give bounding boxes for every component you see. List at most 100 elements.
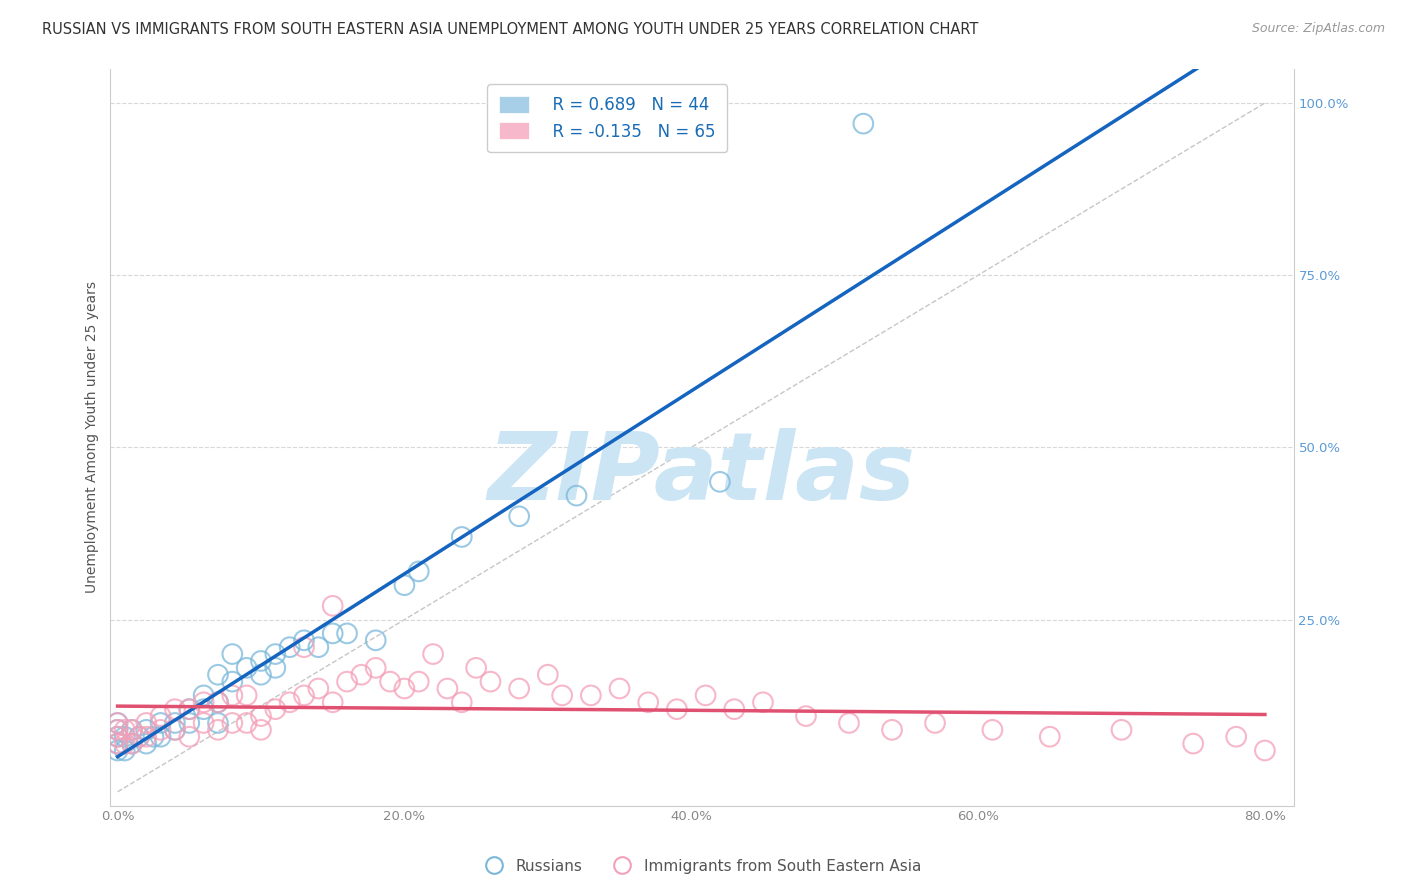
Point [149,730,172,744]
Point [278,695,301,709]
Point [264,647,287,661]
Point [981,723,1004,737]
Point [193,702,215,716]
Point [364,633,387,648]
Point [450,530,472,544]
Point [565,489,588,503]
Point [235,715,257,730]
Point [378,674,401,689]
Point [1254,743,1277,757]
Point [149,709,172,723]
Point [207,695,229,709]
Point [436,681,458,696]
Point [723,702,745,716]
Point [193,715,215,730]
Point [264,661,287,675]
Point [207,667,229,681]
Point [149,723,172,737]
Point [1111,723,1133,737]
Point [307,681,329,696]
Point [278,640,301,655]
Point [394,681,416,696]
Legend:   R = 0.689   N = 44,   R = -0.135   N = 65: R = 0.689 N = 44, R = -0.135 N = 65 [488,84,727,153]
Point [179,702,201,716]
Point [121,737,143,751]
Point [135,737,157,751]
Point [508,681,530,696]
Point [107,730,129,744]
Point [852,117,875,131]
Point [221,715,243,730]
Point [114,743,136,757]
Point [1225,730,1247,744]
Point [107,737,129,751]
Y-axis label: Unemployment Among Youth under 25 years: Unemployment Among Youth under 25 years [86,281,100,593]
Point [207,695,229,709]
Point [114,723,136,737]
Point [838,715,860,730]
Point [250,709,273,723]
Point [107,743,129,757]
Point [163,723,186,737]
Point [609,681,631,696]
Point [121,723,143,737]
Point [193,689,215,703]
Point [322,599,344,613]
Point [1039,730,1062,744]
Point [794,709,817,723]
Point [221,689,243,703]
Point [193,695,215,709]
Point [264,702,287,716]
Point [250,723,273,737]
Point [221,674,243,689]
Point [307,640,329,655]
Point [250,667,273,681]
Point [235,689,257,703]
Point [163,715,186,730]
Point [637,695,659,709]
Point [114,737,136,751]
Point [107,737,129,751]
Point [479,674,502,689]
Point [752,695,775,709]
Point [107,723,129,737]
Point [394,578,416,592]
Point [163,702,186,716]
Point [336,674,359,689]
Point [450,695,472,709]
Point [121,723,143,737]
Point [142,730,165,744]
Legend: Russians, Immigrants from South Eastern Asia: Russians, Immigrants from South Eastern … [479,853,927,880]
Point [107,715,129,730]
Point [508,509,530,524]
Text: ZIPatlas: ZIPatlas [488,428,917,520]
Point [207,715,229,730]
Point [336,626,359,640]
Point [422,647,444,661]
Point [665,702,688,716]
Point [292,640,315,655]
Text: Source: ZipAtlas.com: Source: ZipAtlas.com [1251,22,1385,36]
Point [408,565,430,579]
Point [128,730,150,744]
Point [350,667,373,681]
Point [292,633,315,648]
Point [322,695,344,709]
Point [121,737,143,751]
Point [537,667,560,681]
Point [149,715,172,730]
Point [924,715,946,730]
Point [179,730,201,744]
Point [250,654,273,668]
Point [179,702,201,716]
Point [114,730,136,744]
Point [709,475,731,489]
Point [579,689,602,703]
Point [207,723,229,737]
Point [235,661,257,675]
Point [179,715,201,730]
Point [163,723,186,737]
Point [221,647,243,661]
Point [465,661,488,675]
Point [322,626,344,640]
